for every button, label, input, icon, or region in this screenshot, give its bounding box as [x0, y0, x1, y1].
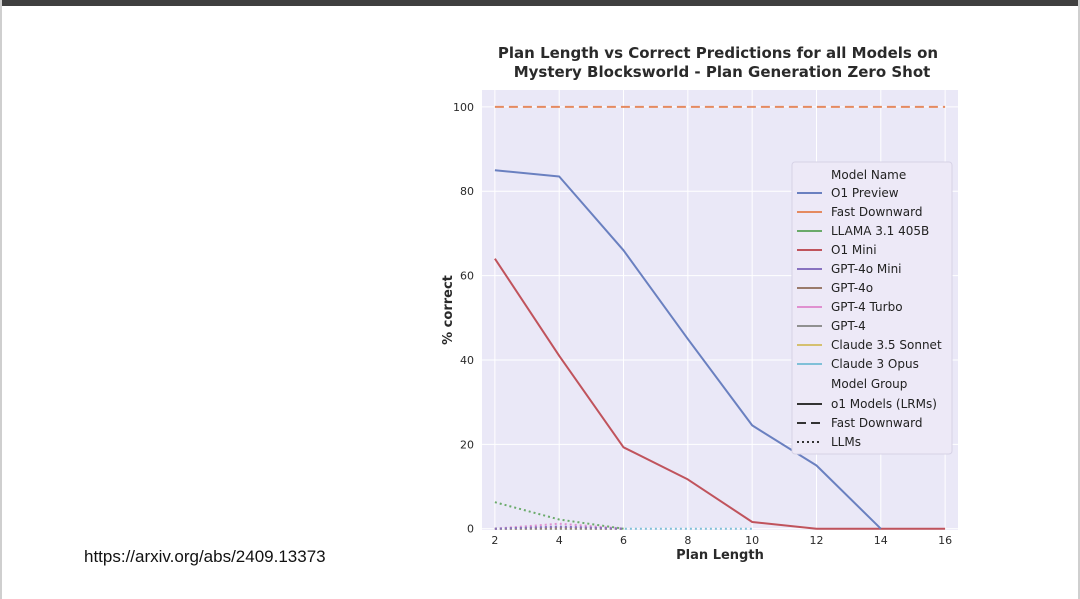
series-line-gpt-4o-mini — [494, 525, 624, 530]
y-tick-label: 40 — [460, 354, 474, 367]
series-layer — [494, 105, 946, 530]
y-tick-label: 60 — [460, 270, 474, 283]
x-axis-label: Plan Length — [676, 548, 764, 563]
legend-label-claude-3-5-sonnet: Claude 3.5 Sonnet — [831, 338, 942, 352]
legend-label-fast-downward: Fast Downward — [831, 205, 922, 219]
legend-label-llama-3-1-405b: LLAMA 3.1 405B — [831, 224, 929, 238]
legend-label-gpt-4o-mini: GPT-4o Mini — [831, 262, 902, 276]
y-tick-label: 100 — [453, 101, 474, 114]
legend-group-label-llms: LLMs — [831, 435, 861, 449]
legend-group-label-fast-downward: Fast Downward — [831, 416, 922, 430]
legend-title-model-name: Model Name — [831, 168, 906, 182]
chart-title-line-2: Mystery Blocksworld - Plan Generation Ze… — [514, 63, 931, 81]
x-tick-label: 14 — [874, 534, 888, 547]
legend-group-label-o1-models-lrms: o1 Models (LRMs) — [831, 397, 937, 411]
series-line-llama-3-1-405b — [494, 501, 624, 530]
y-axis-label: % correct — [441, 275, 456, 345]
window-top-bar — [0, 0, 1080, 6]
legend-label-o1-mini: O1 Mini — [831, 243, 877, 257]
legend: Model Name O1 Preview Fast Downward LLAMA … — [791, 161, 953, 455]
y-tick-label: 80 — [460, 185, 474, 198]
axis-layer: 2 4 6 8 10 12 14 16 0 20 40 60 80 100 — [453, 101, 952, 547]
legend-label-claude-3-opus: Claude 3 Opus — [831, 357, 919, 371]
slide-left-edge — [0, 0, 2, 599]
x-tick-label: 6 — [620, 534, 627, 547]
legend-groups: o1 Models (LRMs) Fast Downward LLMs — [797, 397, 937, 449]
y-tick-label: 0 — [467, 523, 474, 536]
slide-right-edge — [1078, 0, 1080, 599]
legend-label-gpt-4: GPT-4 — [831, 319, 866, 333]
source-link[interactable]: https://arxiv.org/abs/2409.13373 — [84, 547, 326, 566]
legend-items: O1 Preview Fast Downward LLAMA 3.1 405B O1 … — [797, 186, 942, 371]
legend-label-gpt-4-turbo: GPT-4 Turbo — [831, 300, 903, 314]
legend-label-gpt-4o: GPT-4o — [831, 281, 873, 295]
x-tick-label: 4 — [556, 534, 563, 547]
x-tick-label: 10 — [745, 534, 759, 547]
legend-box — [791, 161, 953, 455]
y-tick-label: 20 — [460, 438, 474, 451]
series-line-o1-preview — [494, 169, 882, 530]
chart-title-line-1: Plan Length vs Correct Predictions for a… — [498, 44, 938, 62]
legend-label-o1-preview: O1 Preview — [831, 186, 899, 200]
series-line-o1-mini — [494, 258, 946, 530]
x-tick-label: 12 — [809, 534, 823, 547]
x-tick-label: 16 — [938, 534, 952, 547]
x-tick-label: 8 — [684, 534, 691, 547]
legend-title-model-group: Model Group — [831, 377, 907, 391]
x-tick-label: 2 — [491, 534, 498, 547]
